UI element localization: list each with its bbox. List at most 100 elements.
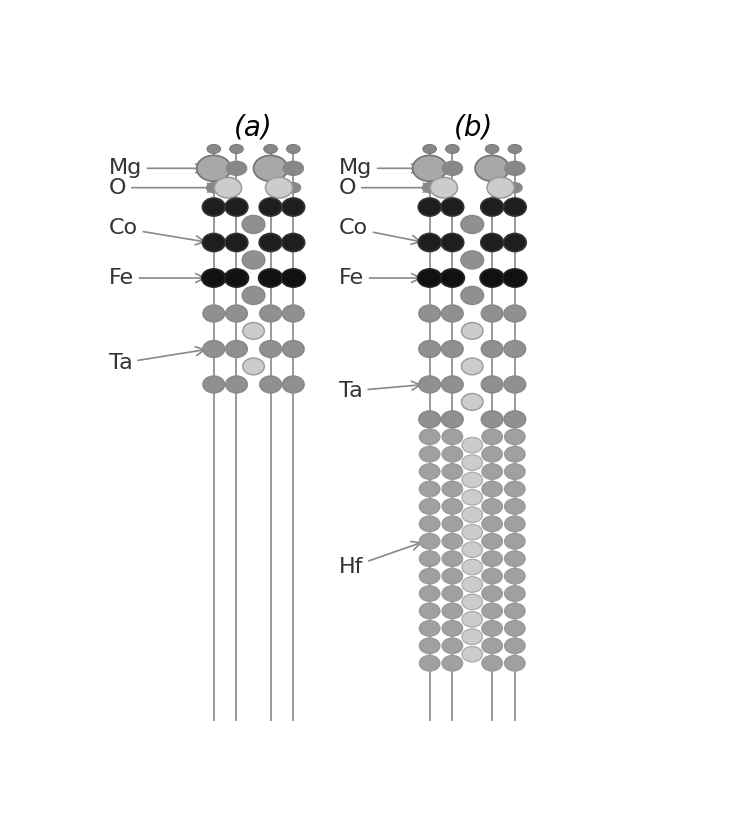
Text: Hf: Hf <box>339 541 421 577</box>
Ellipse shape <box>504 481 525 497</box>
Ellipse shape <box>504 499 525 515</box>
Ellipse shape <box>282 305 304 322</box>
Ellipse shape <box>461 287 484 304</box>
Ellipse shape <box>242 215 265 234</box>
Ellipse shape <box>259 198 282 216</box>
Ellipse shape <box>462 473 482 488</box>
Ellipse shape <box>442 638 463 654</box>
Text: (b): (b) <box>454 114 493 142</box>
Ellipse shape <box>259 269 282 287</box>
Ellipse shape <box>214 178 242 198</box>
Ellipse shape <box>462 594 482 610</box>
Ellipse shape <box>504 376 526 393</box>
Ellipse shape <box>504 534 525 549</box>
Ellipse shape <box>419 655 440 671</box>
Ellipse shape <box>482 551 502 566</box>
Ellipse shape <box>462 489 482 505</box>
Ellipse shape <box>442 161 463 175</box>
Ellipse shape <box>242 251 265 269</box>
Ellipse shape <box>504 429 525 444</box>
Ellipse shape <box>229 144 243 153</box>
Ellipse shape <box>482 534 502 549</box>
Ellipse shape <box>242 287 265 304</box>
Ellipse shape <box>225 198 248 216</box>
Ellipse shape <box>207 183 221 193</box>
Ellipse shape <box>462 437 482 453</box>
Ellipse shape <box>504 411 526 427</box>
Ellipse shape <box>419 568 440 584</box>
Ellipse shape <box>504 305 526 322</box>
Ellipse shape <box>462 646 482 662</box>
Ellipse shape <box>419 429 440 444</box>
Ellipse shape <box>419 376 441 393</box>
Ellipse shape <box>226 305 247 322</box>
Text: Mg: Mg <box>339 158 421 178</box>
Ellipse shape <box>482 621 502 636</box>
Ellipse shape <box>441 305 463 322</box>
Ellipse shape <box>226 161 247 175</box>
Text: Fe: Fe <box>339 268 421 288</box>
Ellipse shape <box>462 559 482 575</box>
Ellipse shape <box>462 358 483 375</box>
Ellipse shape <box>286 183 301 193</box>
Ellipse shape <box>226 376 247 393</box>
Ellipse shape <box>462 629 482 644</box>
Ellipse shape <box>283 161 303 175</box>
Ellipse shape <box>203 305 224 322</box>
Ellipse shape <box>441 340 463 357</box>
Ellipse shape <box>430 178 457 198</box>
Ellipse shape <box>482 516 502 531</box>
Ellipse shape <box>202 269 226 287</box>
Text: Co: Co <box>339 219 421 244</box>
Ellipse shape <box>442 655 463 671</box>
Ellipse shape <box>419 621 440 636</box>
Ellipse shape <box>482 638 502 654</box>
Ellipse shape <box>482 499 502 515</box>
Ellipse shape <box>462 542 482 557</box>
Ellipse shape <box>419 447 440 462</box>
Ellipse shape <box>419 638 440 654</box>
Ellipse shape <box>504 586 525 602</box>
Ellipse shape <box>482 305 503 322</box>
Ellipse shape <box>226 340 247 357</box>
Ellipse shape <box>419 198 441 216</box>
Text: Ta: Ta <box>108 347 205 373</box>
Ellipse shape <box>419 411 441 427</box>
Ellipse shape <box>504 198 526 216</box>
Ellipse shape <box>462 507 482 523</box>
Ellipse shape <box>482 447 502 462</box>
Ellipse shape <box>419 551 440 566</box>
Ellipse shape <box>419 234 441 251</box>
Text: O: O <box>339 178 432 198</box>
Ellipse shape <box>265 178 292 198</box>
Ellipse shape <box>482 340 503 357</box>
Ellipse shape <box>202 234 225 251</box>
Ellipse shape <box>482 568 502 584</box>
Ellipse shape <box>504 340 526 357</box>
Ellipse shape <box>487 178 515 198</box>
Ellipse shape <box>461 251 484 269</box>
Ellipse shape <box>419 340 441 357</box>
Ellipse shape <box>504 464 525 479</box>
Ellipse shape <box>259 376 281 393</box>
Ellipse shape <box>202 198 225 216</box>
Ellipse shape <box>259 340 281 357</box>
Ellipse shape <box>225 234 248 251</box>
Ellipse shape <box>442 429 463 444</box>
Ellipse shape <box>441 411 463 427</box>
Ellipse shape <box>475 155 509 181</box>
Ellipse shape <box>504 516 525 531</box>
Ellipse shape <box>281 269 305 287</box>
Ellipse shape <box>259 234 282 251</box>
Ellipse shape <box>462 525 482 540</box>
Ellipse shape <box>264 144 277 153</box>
Ellipse shape <box>419 516 440 531</box>
Ellipse shape <box>282 376 304 393</box>
Ellipse shape <box>259 305 281 322</box>
Ellipse shape <box>482 411 503 427</box>
Ellipse shape <box>196 155 231 181</box>
Ellipse shape <box>422 183 437 193</box>
Ellipse shape <box>442 447 463 462</box>
Text: Mg: Mg <box>108 158 205 178</box>
Ellipse shape <box>442 534 463 549</box>
